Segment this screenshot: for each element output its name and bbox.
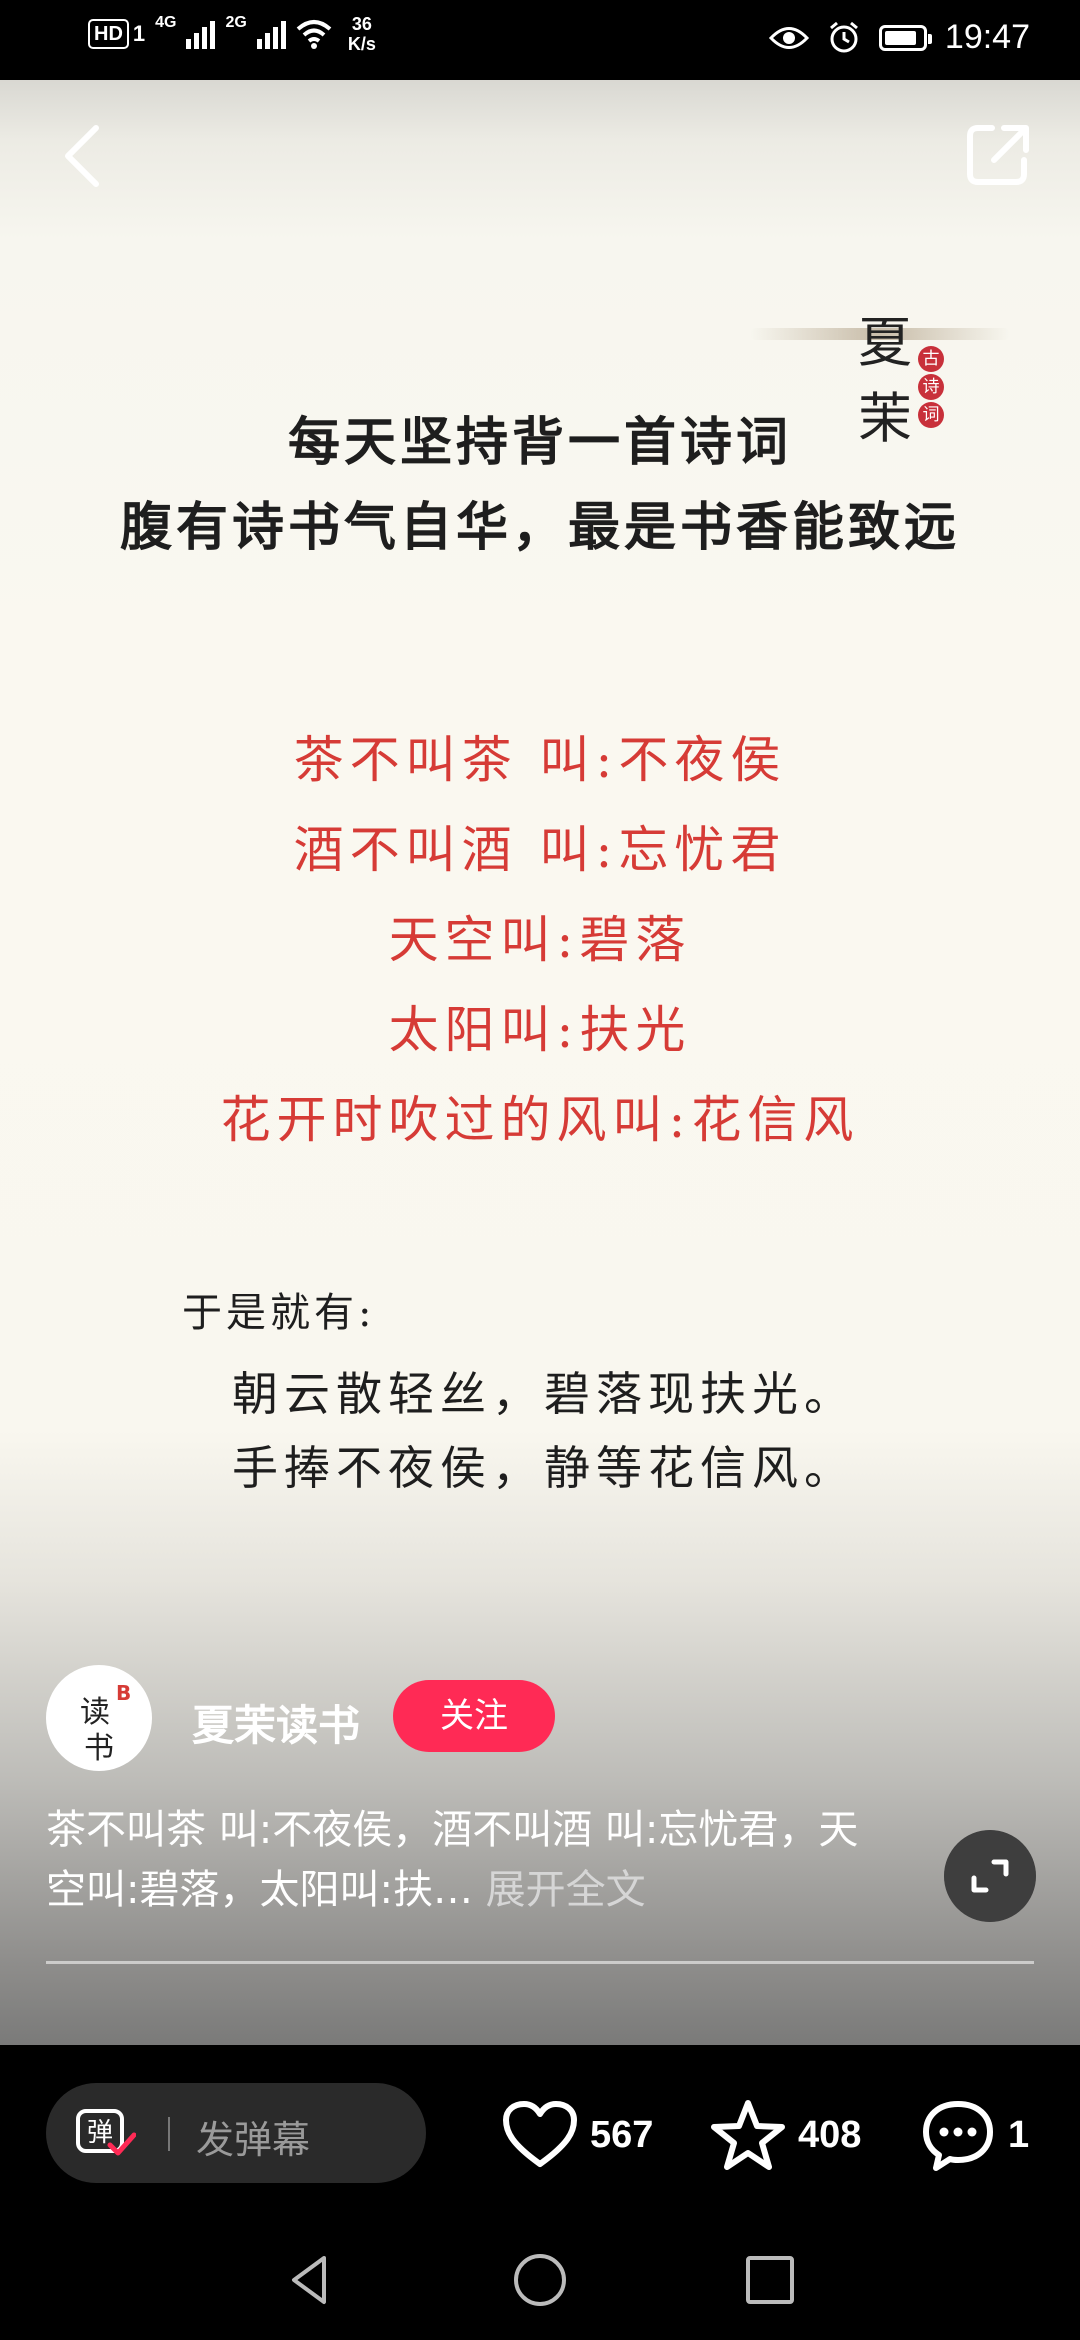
like-button[interactable]: 567 bbox=[502, 2085, 653, 2185]
comment-button[interactable]: 1 bbox=[920, 2085, 1029, 2185]
bottom-action-bar: 弹 发弹幕 567 408 1 bbox=[0, 2045, 1080, 2220]
battery-icon bbox=[878, 24, 932, 51]
seal-char-1: 夏 bbox=[858, 311, 912, 374]
progress-line bbox=[46, 1961, 1034, 1964]
signal-icon bbox=[186, 19, 216, 49]
avatar[interactable]: 读 书 B bbox=[46, 1665, 152, 1771]
red-line: 酒不叫酒 叫:忘忧君 bbox=[293, 821, 787, 879]
comment-count: 1 bbox=[1008, 2113, 1030, 2156]
eye-icon bbox=[768, 26, 809, 49]
nav-recent-apps-icon[interactable] bbox=[740, 2250, 800, 2310]
system-nav-bar bbox=[0, 2220, 1080, 2340]
network-type-1: 4G bbox=[155, 14, 177, 31]
seal-stamp: 词 bbox=[918, 402, 944, 428]
signal-icon-2 bbox=[256, 19, 286, 49]
intro-line-2: 腹有诗书气自华，最是书香能致远 bbox=[119, 497, 960, 558]
poem-line: 朝云散轻丝，碧落现扶光。 bbox=[232, 1367, 856, 1421]
danmu-placeholder: 发弹幕 bbox=[196, 2118, 311, 2162]
avatar-badge: B bbox=[116, 1681, 132, 1705]
status-right: 19:47 bbox=[768, 18, 1030, 57]
red-line: 天空叫:碧落 bbox=[388, 911, 692, 969]
poem-line: 手捧不夜侯，静等花信风。 bbox=[232, 1441, 856, 1495]
fullscreen-icon[interactable] bbox=[944, 1830, 1036, 1922]
network-speed-unit: K/s bbox=[347, 34, 376, 54]
heart-icon bbox=[503, 2101, 577, 2167]
avatar-text: 书 bbox=[84, 1731, 114, 1766]
separator bbox=[168, 2117, 170, 2151]
hd-badge: HD bbox=[88, 19, 129, 49]
red-line: 茶不叫茶 叫:不夜侯 bbox=[293, 731, 787, 789]
status-bar: HD 1 4G 2G 36 K/s 19:47 bbox=[0, 0, 1080, 80]
network-speed-value: 36 bbox=[351, 14, 372, 34]
danmu-input[interactable]: 弹 发弹幕 bbox=[46, 2083, 426, 2183]
chevron-left-icon[interactable] bbox=[52, 116, 112, 196]
network-speed: 36 K/s bbox=[348, 14, 376, 54]
nav-home-icon[interactable] bbox=[510, 2250, 570, 2310]
comment-icon bbox=[923, 2101, 993, 2171]
poem-heading: 于是就有: bbox=[182, 1290, 376, 1336]
sim-number: 1 bbox=[132, 21, 146, 46]
star-icon bbox=[711, 2100, 785, 2170]
share-external-icon[interactable] bbox=[958, 114, 1038, 194]
follow-button[interactable]: 关注 bbox=[393, 1680, 555, 1752]
seal-stamp: 古 bbox=[918, 346, 944, 372]
red-line: 太阳叫:扶光 bbox=[388, 1001, 692, 1059]
seal-char-2: 茉 bbox=[858, 387, 912, 450]
like-count: 567 bbox=[590, 2113, 654, 2156]
post-description[interactable]: 茶不叫茶 叫:不夜侯，酒不叫酒 叫:忘忧君，天空叫:碧落，太阳叫:扶… 展开全文 bbox=[46, 1800, 876, 1920]
status-left: HD 1 4G 2G 36 K/s bbox=[88, 14, 376, 54]
favorite-count: 408 bbox=[798, 2113, 862, 2156]
network-type-2: 2G bbox=[225, 14, 247, 31]
red-line: 花开时吹过的风叫:花信风 bbox=[220, 1091, 860, 1149]
description-text: 茶不叫茶 叫:不夜侯，酒不叫酒 叫:忘忧君，天空叫:碧落，太阳叫:扶… bbox=[46, 1807, 859, 1913]
expand-text-button[interactable]: 展开全文 bbox=[485, 1867, 646, 1913]
avatar-text: 读 bbox=[80, 1695, 110, 1730]
wifi-icon bbox=[296, 20, 332, 49]
danmu-icon: 弹 bbox=[76, 2109, 136, 2156]
brush-stroke bbox=[750, 328, 1010, 340]
seal-stamp: 诗 bbox=[918, 374, 944, 400]
alarm-icon bbox=[829, 21, 858, 52]
brand-seal: 夏 茉 古 诗 词 bbox=[750, 228, 1010, 450]
author-name[interactable]: 夏茉读书 bbox=[192, 1701, 361, 1750]
battery-fill bbox=[884, 30, 916, 45]
nav-back-icon[interactable] bbox=[280, 2250, 340, 2310]
favorite-button[interactable]: 408 bbox=[710, 2085, 861, 2185]
intro-line-1: 每天坚持背一首诗词 bbox=[287, 412, 792, 473]
clock: 19:47 bbox=[944, 18, 1030, 56]
post-image[interactable]: 夏 茉 古 诗 词 每天坚持背一首诗词 腹有诗书气自华，最是书香能致远 茶不叫茶… bbox=[0, 80, 1080, 2045]
